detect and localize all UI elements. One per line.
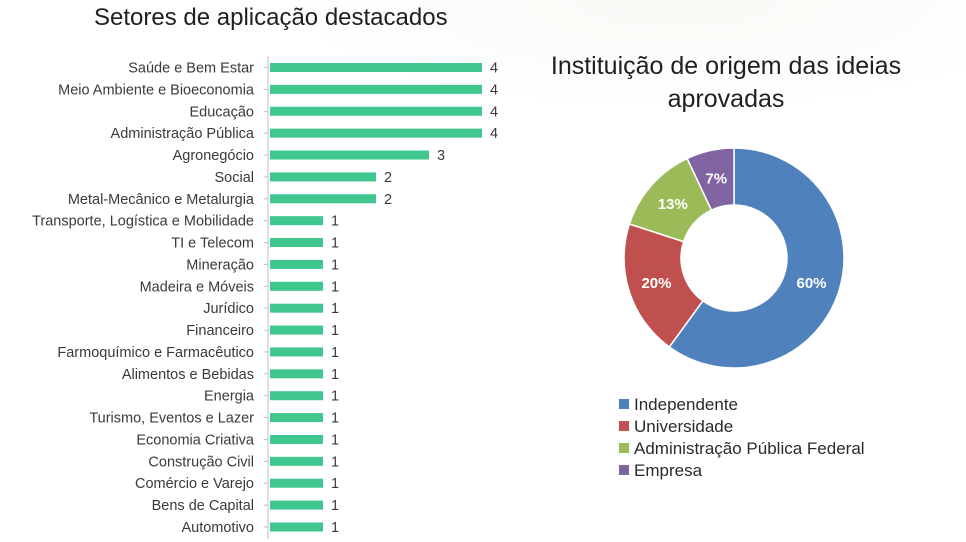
- category-label: Educação: [190, 104, 255, 120]
- legend-swatch: [619, 421, 629, 431]
- bar-value-label: 1: [331, 432, 339, 448]
- bar-value-label: 1: [331, 411, 339, 427]
- bar: [270, 259, 323, 269]
- category-label: Alimentos e Bebidas: [122, 367, 254, 383]
- bar-value-label: 1: [331, 236, 339, 252]
- bar-value-label: 3: [437, 148, 445, 164]
- legend-swatch: [619, 465, 629, 475]
- bar-value-label: 2: [384, 192, 392, 208]
- bar: [270, 216, 323, 226]
- bar: [270, 413, 323, 423]
- legend-label: Independente: [634, 395, 738, 414]
- bar: [270, 456, 323, 466]
- bar: [270, 369, 323, 379]
- bar: [270, 194, 376, 204]
- category-label: Transporte, Logística e Mobilidade: [32, 214, 254, 230]
- bar: [270, 128, 482, 138]
- bar-value-label: 1: [331, 498, 339, 514]
- category-label: Farmoquímico e Farmacêutico: [57, 345, 254, 361]
- bar-value-label: 4: [490, 82, 498, 98]
- category-label: Administração Pública: [111, 126, 255, 142]
- donut-slice: [686, 147, 735, 212]
- legend-label: Empresa: [634, 461, 703, 480]
- category-label: Economia Criativa: [136, 432, 255, 448]
- donut-chart-title: Instituição de origem das ideias aprovad…: [550, 52, 902, 113]
- bar: [270, 434, 323, 444]
- bar: [270, 238, 323, 248]
- bar: [270, 63, 482, 72]
- category-label: Agronegócio: [173, 148, 254, 164]
- bar: [270, 281, 323, 291]
- bar: [270, 347, 323, 357]
- category-label: Bens de Capital: [152, 498, 254, 514]
- legend-label: Universidade: [634, 417, 733, 436]
- bar: [270, 478, 323, 488]
- bar: [270, 325, 323, 335]
- bar-value-label: 1: [331, 454, 339, 470]
- bar-chart-title: Setores de aplicação destacados: [94, 4, 448, 31]
- bar-value-label: 4: [490, 104, 498, 120]
- category-label: Comércio e Varejo: [135, 476, 254, 492]
- bar-value-label: 1: [331, 389, 339, 405]
- category-label: Automotivo: [181, 520, 254, 536]
- category-label: Mineração: [186, 257, 254, 273]
- category-label: Jurídico: [203, 301, 254, 317]
- category-label: Financeiro: [186, 323, 254, 339]
- legend-swatch: [619, 399, 629, 409]
- category-label: Madeira e Móveis: [140, 279, 254, 295]
- legend-swatch: [619, 443, 629, 453]
- bar-value-label: 4: [490, 61, 498, 77]
- bar-value-label: 1: [331, 520, 339, 536]
- category-label: Metal-Mecânico e Metalurgia: [68, 192, 255, 208]
- bar-value-label: 1: [331, 257, 339, 273]
- bar: [270, 84, 482, 94]
- bar-value-label: 1: [331, 367, 339, 383]
- category-label: Turismo, Eventos e Lazer: [89, 411, 254, 427]
- category-label: Meio Ambiente e Bioeconomia: [58, 82, 255, 98]
- bar: [270, 172, 376, 182]
- bar: [270, 150, 429, 160]
- category-label: Social: [215, 170, 255, 186]
- slice-percent-label: 60%: [796, 275, 826, 292]
- category-label: Energia: [204, 389, 255, 405]
- bar-value-label: 1: [331, 476, 339, 492]
- donut-slice: [668, 147, 845, 369]
- bar: [270, 303, 323, 313]
- slice-percent-label: 13%: [658, 196, 688, 213]
- bar: [270, 106, 482, 116]
- bar-value-label: 4: [490, 126, 498, 142]
- bar-value-label: 1: [331, 323, 339, 339]
- donut-slice: [623, 223, 704, 349]
- bar-value-label: 1: [331, 214, 339, 230]
- slice-percent-label: 20%: [641, 275, 671, 292]
- bar: [270, 522, 323, 532]
- bar-value-label: 2: [384, 170, 392, 186]
- bar-chart: Saúde e Bem Estar 4 Meio Ambiente e Bioeco…: [32, 56, 498, 539]
- bar: [270, 391, 323, 401]
- bar-value-label: 1: [331, 345, 339, 361]
- bar-value-label: 1: [331, 279, 339, 295]
- category-label: Saúde e Bem Estar: [128, 61, 254, 77]
- legend-label: Administração Pública Federal: [634, 439, 865, 458]
- bar-value-label: 1: [331, 301, 339, 317]
- category-label: TI e Telecom: [171, 236, 254, 252]
- category-label: Construção Civil: [148, 454, 254, 470]
- slice-percent-label: 7%: [705, 170, 727, 187]
- bar: [270, 500, 323, 510]
